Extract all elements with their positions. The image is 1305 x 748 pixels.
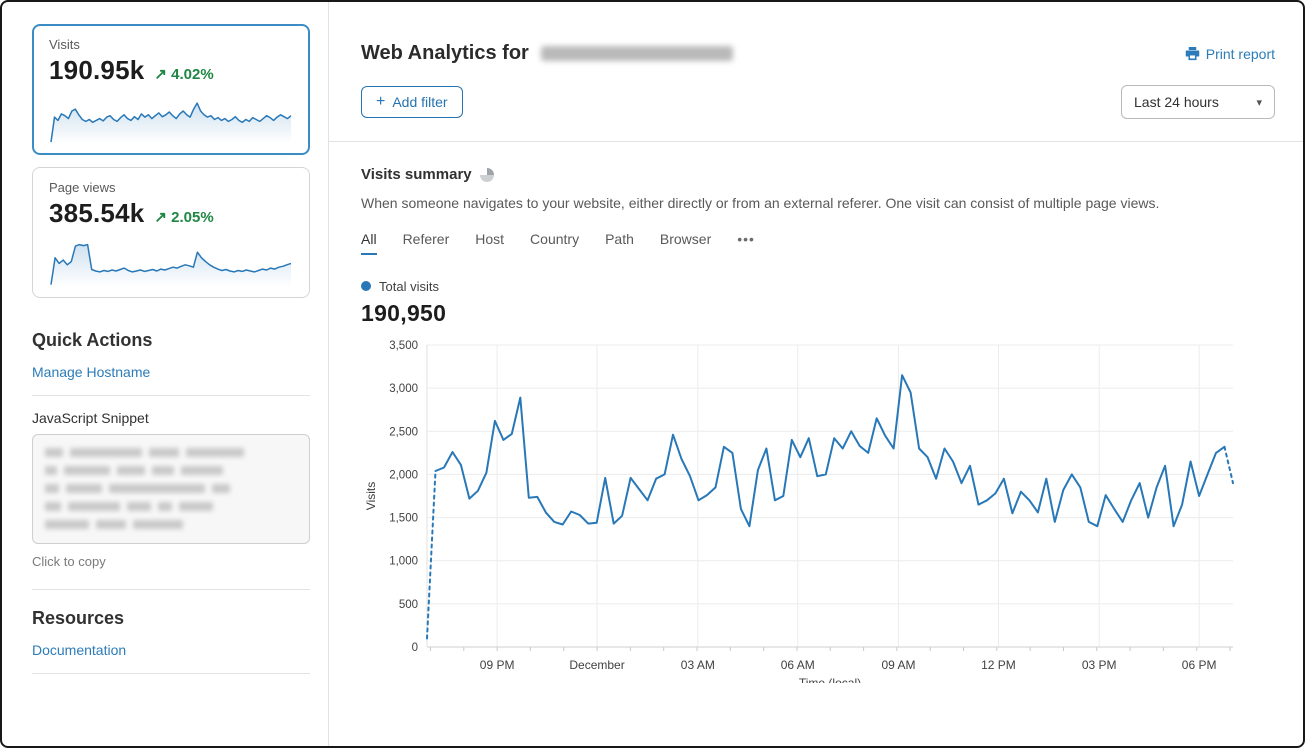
redacted-code-line	[45, 466, 297, 475]
visits-card-trend: ↗ 4.02%	[154, 66, 214, 83]
tab-more-ellipsis[interactable]: •••	[737, 230, 755, 247]
redacted-code-line	[45, 502, 297, 511]
svg-text:06 AM: 06 AM	[781, 658, 815, 672]
pageviews-stat-card[interactable]: Page views 385.54k ↗ 2.05%	[32, 167, 310, 298]
svg-text:03 PM: 03 PM	[1082, 658, 1117, 672]
quick-actions-heading: Quick Actions	[32, 330, 153, 350]
svg-text:06 PM: 06 PM	[1182, 658, 1217, 672]
pageviews-card-trend: ↗ 2.05%	[154, 209, 214, 226]
add-filter-button[interactable]: + Add filter	[361, 86, 463, 118]
pageviews-sparkline-chart	[50, 243, 292, 287]
svg-text:03 AM: 03 AM	[681, 658, 715, 672]
redacted-domain	[540, 46, 733, 61]
manage-hostname-link[interactable]: Manage Hostname	[32, 364, 151, 380]
total-visits-legend-label: Total visits	[379, 278, 439, 294]
trend-up-arrow-icon: ↗	[154, 209, 167, 226]
tab-host[interactable]: Host	[475, 230, 505, 247]
pie-chart-icon	[479, 167, 494, 182]
redacted-code-line	[45, 448, 297, 457]
visits-summary-description: When someone navigates to your website, …	[361, 195, 1160, 211]
svg-text:2,000: 2,000	[389, 469, 418, 481]
documentation-link[interactable]: Documentation	[32, 642, 127, 658]
page-title: Web Analytics for	[361, 42, 733, 65]
tab-country[interactable]: Country	[530, 230, 580, 247]
trend-up-arrow-icon: ↗	[154, 66, 167, 83]
js-snippet-code-box[interactable]	[32, 434, 310, 544]
svg-text:1,500: 1,500	[389, 512, 418, 524]
pageviews-card-value: 385.54k	[49, 198, 145, 228]
total-visits-legend-dot	[361, 281, 371, 292]
visits-card-label: Visits	[49, 37, 80, 52]
svg-text:500: 500	[399, 599, 418, 611]
svg-text:1,000: 1,000	[389, 556, 418, 568]
pageviews-card-label: Page views	[49, 180, 116, 195]
print-report-link[interactable]: Print report	[1185, 46, 1275, 62]
sidebar-divider	[32, 589, 310, 590]
visits-sparkline-chart	[50, 102, 292, 144]
svg-text:0: 0	[412, 642, 418, 654]
sidebar: Visits 190.95k ↗ 4.02% Page views 385.54…	[2, 2, 328, 746]
svg-text:2,500: 2,500	[389, 426, 418, 438]
svg-text:12 PM: 12 PM	[981, 658, 1016, 672]
visits-card-value: 190.95k	[49, 55, 145, 85]
tab-referer[interactable]: Referer	[402, 230, 450, 247]
visits-time-series-chart[interactable]: 0 500 1,000 1,500 2,000 2,500 3,000 3,500 09 PM D…	[361, 335, 1241, 690]
redacted-code-line	[45, 520, 297, 529]
plus-icon: +	[376, 93, 386, 110]
svg-text:3,000: 3,000	[389, 383, 418, 395]
total-visits-value: 190,950	[361, 299, 447, 326]
svg-text:December: December	[569, 658, 624, 672]
dimension-tabs: All Referer Host Country Path Browser ••…	[361, 231, 1275, 255]
time-range-select[interactable]: Last 24 hours ▾	[1121, 85, 1275, 119]
tab-all[interactable]: All	[361, 231, 377, 255]
printer-icon	[1185, 46, 1199, 61]
main-panel: Web Analytics for Print report + Add fil…	[329, 2, 1303, 746]
resources-heading: Resources	[32, 608, 125, 628]
svg-text:3,500: 3,500	[389, 340, 418, 352]
sidebar-main-divider	[328, 2, 329, 746]
visits-summary-heading: Visits summary	[361, 166, 472, 183]
tab-browser[interactable]: Browser	[659, 230, 712, 247]
javascript-snippet-label: JavaScript Snippet	[32, 410, 149, 426]
svg-text:09 PM: 09 PM	[480, 658, 515, 672]
click-to-copy-hint: Click to copy	[32, 554, 106, 569]
visits-stat-card[interactable]: Visits 190.95k ↗ 4.02%	[32, 24, 310, 155]
svg-text:09 AM: 09 AM	[881, 658, 915, 672]
svg-text:Visits: Visits	[364, 482, 378, 510]
chevron-down-icon: ▾	[1256, 96, 1262, 109]
redacted-code-line	[45, 484, 297, 493]
header-divider	[329, 141, 1303, 142]
tab-path[interactable]: Path	[605, 230, 634, 247]
svg-text:Time (local): Time (local)	[799, 676, 861, 683]
